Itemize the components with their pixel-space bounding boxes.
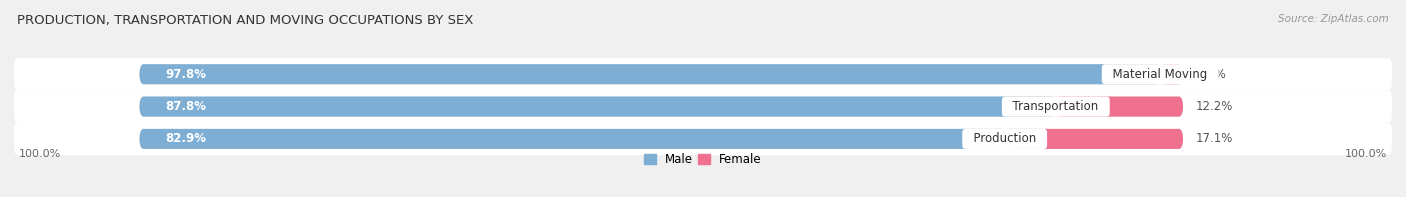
Text: 17.1%: 17.1% xyxy=(1195,132,1233,145)
FancyBboxPatch shape xyxy=(139,64,1184,84)
FancyBboxPatch shape xyxy=(14,90,1392,123)
FancyBboxPatch shape xyxy=(14,58,1392,90)
FancyBboxPatch shape xyxy=(139,129,1184,149)
Text: 87.8%: 87.8% xyxy=(166,100,207,113)
Text: Source: ZipAtlas.com: Source: ZipAtlas.com xyxy=(1278,14,1389,24)
FancyBboxPatch shape xyxy=(1056,97,1184,117)
Text: 2.2%: 2.2% xyxy=(1195,68,1226,81)
Text: 97.8%: 97.8% xyxy=(166,68,207,81)
FancyBboxPatch shape xyxy=(1160,64,1184,84)
Text: Transportation: Transportation xyxy=(1005,100,1107,113)
Text: 12.2%: 12.2% xyxy=(1195,100,1233,113)
Text: 100.0%: 100.0% xyxy=(20,149,62,159)
FancyBboxPatch shape xyxy=(139,97,1056,117)
Text: 82.9%: 82.9% xyxy=(166,132,207,145)
FancyBboxPatch shape xyxy=(1005,129,1184,149)
Text: Production: Production xyxy=(966,132,1043,145)
FancyBboxPatch shape xyxy=(139,129,1005,149)
Legend: Male, Female: Male, Female xyxy=(644,153,762,166)
Text: Material Moving: Material Moving xyxy=(1105,68,1215,81)
FancyBboxPatch shape xyxy=(14,123,1392,155)
FancyBboxPatch shape xyxy=(139,97,1184,117)
FancyBboxPatch shape xyxy=(139,64,1160,84)
Text: PRODUCTION, TRANSPORTATION AND MOVING OCCUPATIONS BY SEX: PRODUCTION, TRANSPORTATION AND MOVING OC… xyxy=(17,14,474,27)
Text: 100.0%: 100.0% xyxy=(1344,149,1386,159)
